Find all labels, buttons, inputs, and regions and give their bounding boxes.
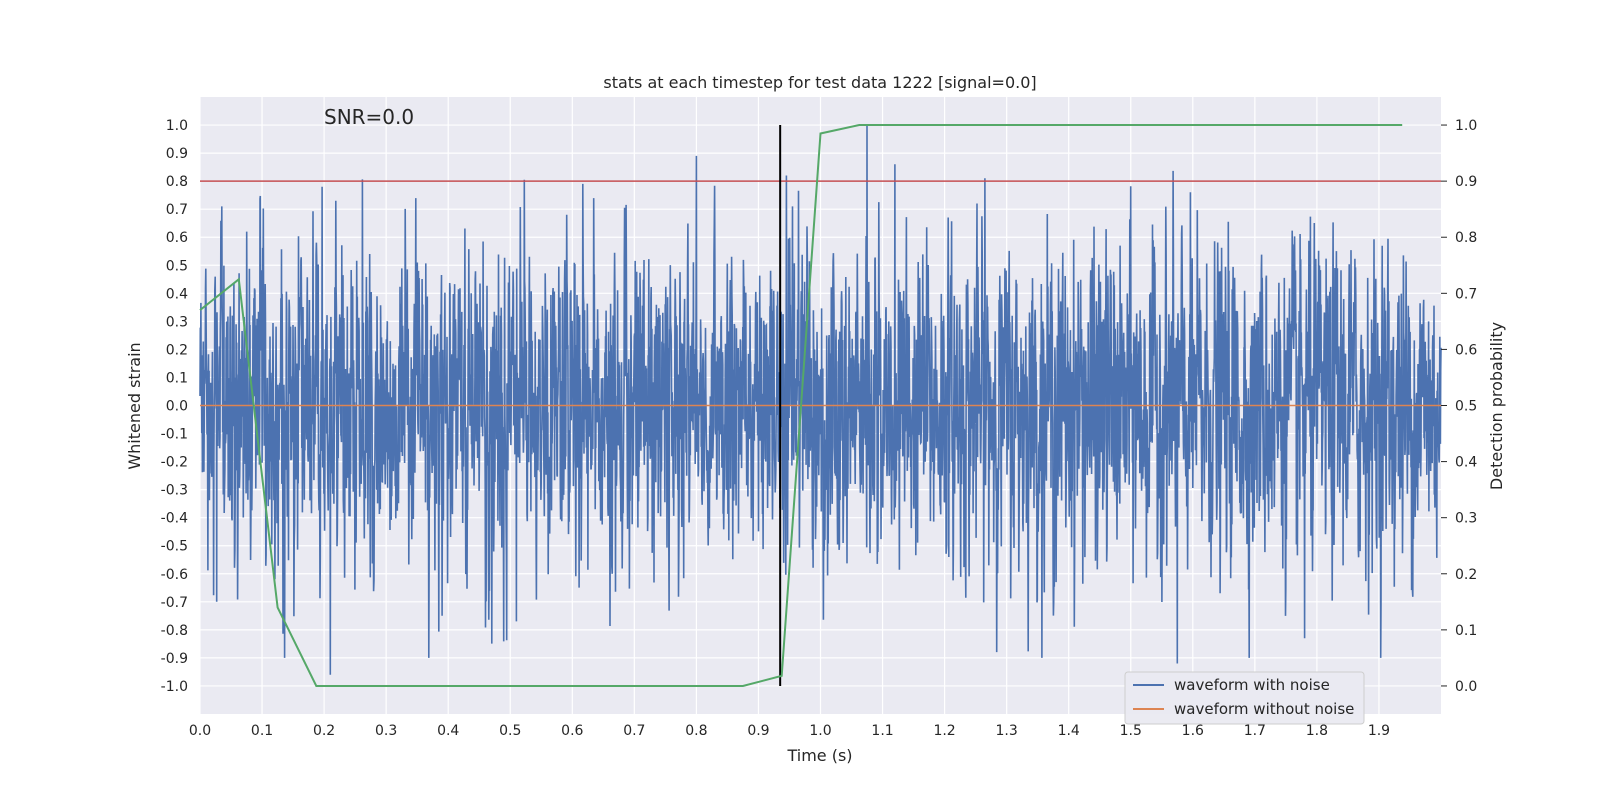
x-tick-label: 0.9 — [747, 723, 769, 739]
x-tick-label: 1.2 — [933, 723, 955, 739]
y2-tick-labels: 1.0 0.9 0.8 0.7 0.6 0.5 0.4 0.3 0.2 0.1 0.0 — [1441, 118, 1477, 695]
series-layer — [199, 124, 1442, 687]
y-tick-label: 0.2 — [166, 342, 188, 358]
y2-tick-label: 0.9 — [1455, 174, 1477, 190]
y-tick-labels: 1.0 0.9 0.8 0.7 0.6 0.5 0.4 0.3 0.2 0.1 0.0 -0.1 -0.… — [161, 118, 188, 695]
y-tick-label: -0.9 — [161, 651, 188, 667]
y-tick-label: 0.9 — [166, 146, 188, 162]
y-tick-label: 0.6 — [166, 230, 188, 246]
y-tick-label: -0.6 — [161, 567, 188, 583]
y2-axis-label: Detection probability — [1487, 322, 1506, 490]
y-tick-label: 0.5 — [166, 258, 188, 274]
x-tick-label: 0.1 — [251, 723, 273, 739]
series-waveform-with-noise — [199, 124, 1442, 675]
x-tick-label: 1.5 — [1120, 723, 1142, 739]
y2-tick-label: 0.3 — [1455, 511, 1477, 527]
y-tick-label: 0.4 — [166, 286, 188, 302]
y2-tick-label: 0.2 — [1455, 567, 1477, 583]
y-tick-label: -0.8 — [161, 623, 188, 639]
y-tick-label: 0.3 — [166, 314, 188, 330]
x-tick-label: 1.0 — [809, 723, 831, 739]
y-tick-label: -0.7 — [161, 595, 188, 611]
x-tick-label: 0.0 — [189, 723, 211, 739]
y2-tick-label: 0.7 — [1455, 286, 1477, 302]
y-tick-label: 0.1 — [166, 370, 188, 386]
x-tick-label: 0.5 — [499, 723, 521, 739]
y2-tick-label: 0.1 — [1455, 623, 1477, 639]
legend-box — [1124, 671, 1365, 725]
y-tick-label: 1.0 — [166, 118, 188, 134]
x-tick-label: 0.4 — [437, 723, 459, 739]
x-tick-labels: 0.0 0.1 0.2 0.3 0.4 0.5 0.6 0.7 0.8 0.9 1.0 1.1 1.2 1… — [189, 723, 1390, 739]
x-tick-label: 0.7 — [623, 723, 645, 739]
x-tick-label: 0.6 — [561, 723, 583, 739]
x-tick-label: 0.3 — [375, 723, 397, 739]
snr-annotation: SNR=0.0 — [324, 105, 414, 129]
y2-tick-label: 0.5 — [1455, 399, 1477, 415]
y-tick-label: -0.3 — [161, 483, 188, 499]
chart-title: stats at each timestep for test data 122… — [603, 73, 1036, 92]
y-tick-label: 0.7 — [166, 202, 188, 218]
legend-label-waveform-with-noise: waveform with noise — [1174, 676, 1330, 694]
y-tick-label: -0.1 — [161, 427, 188, 443]
y-axis-label: Whitened strain — [125, 342, 144, 469]
x-tick-label: 1.6 — [1182, 723, 1204, 739]
x-tick-label: 0.2 — [313, 723, 335, 739]
y2-tick-label: 1.0 — [1455, 118, 1477, 134]
y-tick-label: 0.8 — [166, 174, 188, 190]
legend-label-waveform-without-noise: waveform without noise — [1174, 700, 1354, 718]
x-tick-label: 1.1 — [871, 723, 893, 739]
y2-tick-label: 0.0 — [1455, 679, 1477, 695]
y2-tick-label: 0.4 — [1455, 455, 1477, 471]
y2-tick-label: 0.6 — [1455, 342, 1477, 358]
y-tick-label: 0.0 — [166, 399, 188, 415]
y-tick-label: -1.0 — [161, 679, 188, 695]
x-tick-label: 1.8 — [1306, 723, 1328, 739]
x-tick-label: 0.8 — [685, 723, 707, 739]
x-tick-label: 1.4 — [1058, 723, 1080, 739]
x-tick-label: 1.7 — [1244, 723, 1266, 739]
y-tick-label: -0.2 — [161, 455, 188, 471]
x-axis-label: Time (s) — [786, 746, 852, 765]
y-tick-label: -0.5 — [161, 539, 188, 555]
x-tick-label: 1.9 — [1368, 723, 1390, 739]
y2-tick-label: 0.8 — [1455, 230, 1477, 246]
x-tick-label: 1.3 — [996, 723, 1018, 739]
y-tick-label: -0.4 — [161, 511, 188, 527]
legend: waveform with noise waveform without noi… — [1124, 671, 1365, 725]
series-detection-probability — [199, 124, 1403, 687]
